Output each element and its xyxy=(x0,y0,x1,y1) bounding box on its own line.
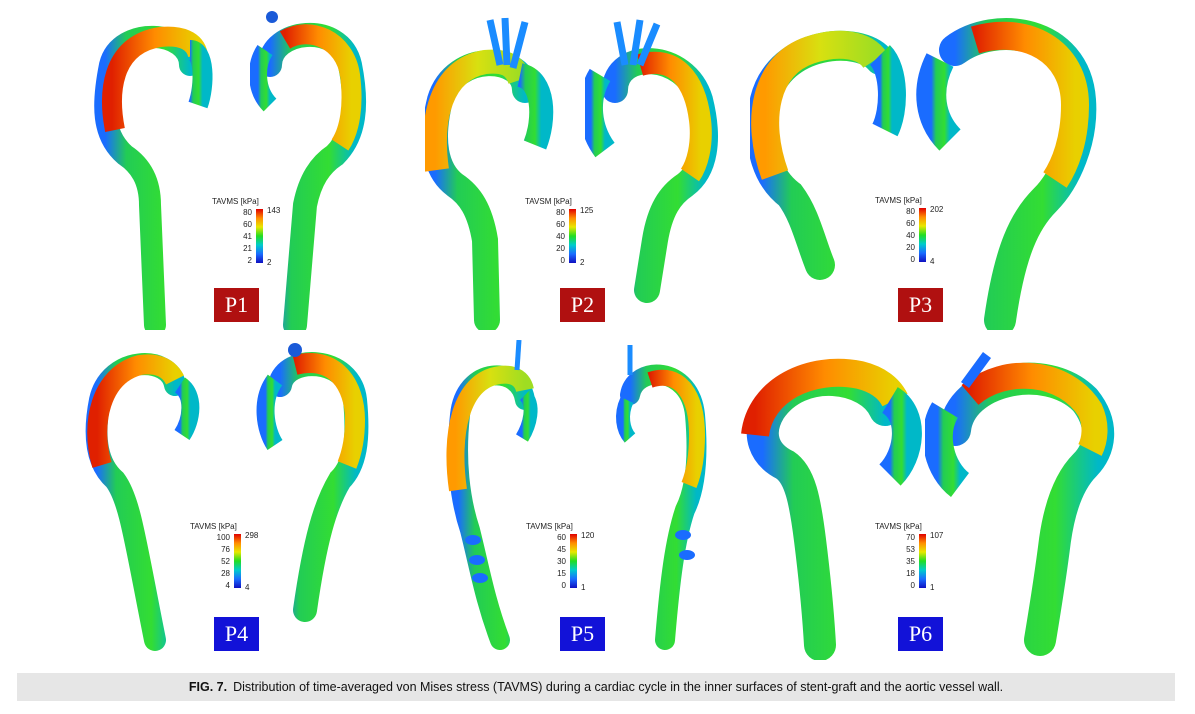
panel-p1: TAVMS [kPa] 80 60 41 21 2 143 2 P1 xyxy=(80,5,410,330)
colorbar xyxy=(256,209,263,263)
aorta-model-posterior xyxy=(585,19,718,303)
tick-min: 4 xyxy=(245,583,250,592)
panel-p3: TAVMS [kPa] 80 60 40 20 0 202 4 P3 xyxy=(750,10,1097,330)
tick-label: 41 xyxy=(243,232,252,241)
tick-label: 45 xyxy=(557,545,566,554)
legend-title: TAVMS [kPa] xyxy=(212,197,259,206)
colorbar-legend: TAVMS [kPa] 60 45 30 15 0 120 1 xyxy=(526,522,626,598)
colorbar xyxy=(919,208,926,262)
legend-title: TAVSM [kPa] xyxy=(525,197,572,206)
tick-label: 40 xyxy=(906,231,915,240)
panel-label: P3 xyxy=(898,288,943,322)
colorbar xyxy=(919,534,926,588)
aorta-model-anterior xyxy=(425,17,554,330)
tick-min: 2 xyxy=(267,258,272,267)
panel-p5: TAVMS [kPa] 60 45 30 15 0 120 1 P5 xyxy=(425,340,755,660)
tick-min: 1 xyxy=(930,583,935,592)
tick-label: 0 xyxy=(910,581,915,590)
tick-label: 35 xyxy=(906,557,915,566)
panel-label: P4 xyxy=(214,617,259,651)
caption-label: FIG. 7. xyxy=(188,680,228,694)
tick-label: 0 xyxy=(561,581,566,590)
aorta-model-posterior xyxy=(256,343,369,622)
legend-title: TAVMS [kPa] xyxy=(190,522,237,531)
tick-label: 80 xyxy=(556,208,565,217)
aorta-model-posterior xyxy=(616,345,707,650)
tick-label: 2 xyxy=(247,256,252,265)
tick-min: 2 xyxy=(580,258,585,267)
tick-label: 0 xyxy=(560,256,565,265)
aorta-model-anterior xyxy=(446,340,538,650)
aorta-model-anterior xyxy=(750,30,906,280)
colorbar xyxy=(570,534,577,588)
tick-label: 20 xyxy=(906,243,915,252)
tick-label: 40 xyxy=(556,232,565,241)
aorta-model-anterior xyxy=(94,25,213,330)
tick-label: 60 xyxy=(557,533,566,542)
aorta-model-posterior xyxy=(916,18,1097,330)
tick-label: 80 xyxy=(243,208,252,217)
colorbar xyxy=(234,534,241,588)
colorbar-legend: TAVSM [kPa] 80 60 40 20 0 125 2 xyxy=(525,197,625,273)
tick-max: 202 xyxy=(930,205,944,214)
panel-p2: TAVSM [kPa] 80 60 40 20 0 125 2 P2 xyxy=(425,10,755,330)
tick-label: 60 xyxy=(243,220,252,229)
aorta-model-anterior xyxy=(85,353,200,651)
caption-text: Distribution of time-averaged von Mises … xyxy=(233,680,1004,694)
tick-label: 30 xyxy=(557,557,566,566)
tick-label: 18 xyxy=(906,569,915,578)
legend-title: TAVMS [kPa] xyxy=(875,196,922,205)
tick-label: 15 xyxy=(557,569,566,578)
colorbar-legend: TAVMS [kPa] 80 60 41 21 2 143 2 xyxy=(212,197,312,273)
tick-label: 60 xyxy=(906,219,915,228)
panel-label: P2 xyxy=(560,288,605,322)
figure-caption: FIG. 7. Distribution of time-averaged vo… xyxy=(17,673,1175,701)
tick-label: 20 xyxy=(556,244,565,253)
tick-min: 1 xyxy=(581,583,586,592)
tick-max: 125 xyxy=(580,206,594,215)
tick-label: 28 xyxy=(221,569,230,578)
tick-label: 60 xyxy=(556,220,565,229)
legend-title: TAVMS [kPa] xyxy=(875,522,922,531)
tick-label: 0 xyxy=(910,255,915,264)
tick-label: 100 xyxy=(216,533,230,542)
tick-label: 21 xyxy=(243,244,252,253)
tick-max: 298 xyxy=(245,531,259,540)
tick-label: 52 xyxy=(221,557,230,566)
tick-label: 80 xyxy=(906,207,915,216)
panel-label: P1 xyxy=(214,288,259,322)
tick-label: 4 xyxy=(225,581,230,590)
colorbar-legend: TAVMS [kPa] 70 53 35 18 0 107 1 xyxy=(875,522,975,598)
aorta-model-posterior xyxy=(250,11,367,330)
tick-max: 107 xyxy=(930,531,944,540)
tick-max: 120 xyxy=(581,531,595,540)
tick-label: 70 xyxy=(906,533,915,542)
panel-label: P6 xyxy=(898,617,943,651)
aorta-model-anterior xyxy=(741,358,922,660)
colorbar-legend: TAVMS [kPa] 80 60 40 20 0 202 4 xyxy=(875,196,975,272)
legend-title: TAVMS [kPa] xyxy=(526,522,573,531)
tick-label: 53 xyxy=(906,545,915,554)
tick-label: 76 xyxy=(221,545,230,554)
tick-min: 4 xyxy=(930,257,935,266)
panel-label: P5 xyxy=(560,617,605,651)
panel-p6: TAVMS [kPa] 70 53 35 18 0 107 1 P6 xyxy=(740,340,1120,660)
tick-max: 143 xyxy=(267,206,281,215)
aorta-model-posterior xyxy=(925,352,1115,656)
panel-p4: TAVMS [kPa] 100 76 52 28 4 298 4 P4 xyxy=(80,340,410,660)
colorbar-legend: TAVMS [kPa] 100 76 52 28 4 298 4 xyxy=(190,522,290,598)
colorbar xyxy=(569,209,576,263)
